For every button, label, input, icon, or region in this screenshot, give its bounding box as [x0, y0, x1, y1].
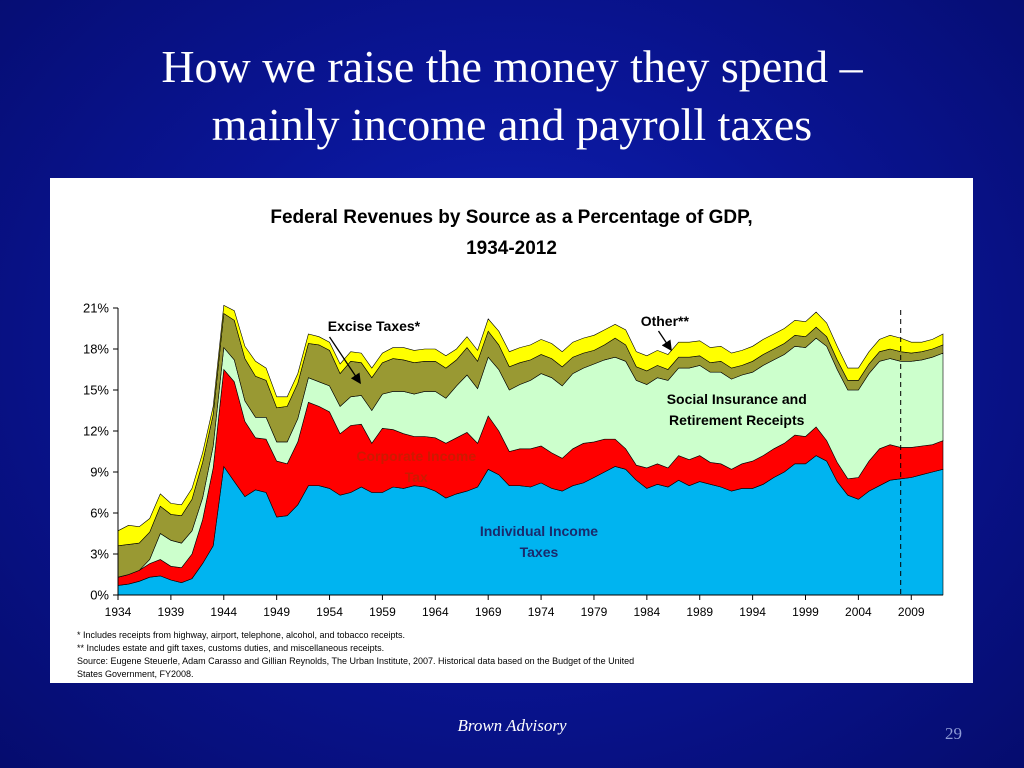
y-tick-label: 3% [90, 547, 109, 562]
label-excise-taxes: Excise Taxes* [328, 318, 421, 334]
footnote-source: Source: Eugene Steuerle, Adam Carasso an… [77, 656, 635, 666]
x-tick-label: 1974 [528, 605, 555, 619]
label-excise-taxes-line: Excise Taxes* [328, 318, 421, 334]
label-individual-income-taxes: Individual Income Taxes [480, 523, 598, 560]
slide-title-line-2: mainly income and payroll taxes [211, 99, 813, 150]
label-social-insurance-line: Social Insurance and [667, 391, 807, 407]
x-tick-label: 1979 [581, 605, 608, 619]
label-corporate-income-tax-line: Tax [405, 469, 428, 485]
x-tick-label: 1939 [158, 605, 185, 619]
y-tick-label: 15% [83, 383, 109, 398]
label-corporate-income-tax-line: Corporate Income [356, 448, 476, 464]
footnote-other: ** Includes estate and gift taxes, custo… [77, 643, 385, 653]
slide-title: How we raise the money they spend – main… [40, 38, 984, 154]
y-tick-label: 9% [90, 465, 109, 480]
label-individual-income-taxes-line: Individual Income [480, 523, 598, 539]
area-other [117, 304, 944, 547]
label-individual-income-taxes-line: Taxes [520, 544, 559, 560]
y-tick-label: 6% [90, 506, 109, 521]
page-number: 29 [945, 724, 962, 743]
x-tick-label: 1994 [739, 605, 766, 619]
chart-footnotes: * Includes receipts from highway, airpor… [77, 629, 777, 681]
x-tick-label: 2004 [845, 605, 872, 619]
x-tick-label: 1954 [316, 605, 343, 619]
chart: 0% 3% 6% 9% 12% 15% 18% 21% 1934 1939 1944 1949 1954… [83, 301, 944, 619]
y-tick-label: 18% [83, 342, 109, 357]
chart-title: Federal Revenues by Source as a Percenta… [50, 202, 973, 264]
x-tick-label: 1959 [369, 605, 396, 619]
x-tick-label: 1984 [633, 605, 660, 619]
x-tick-label: 1949 [263, 605, 290, 619]
y-tick-label: 21% [83, 301, 109, 316]
footer-brand: Brown Advisory [457, 716, 567, 735]
label-social-insurance: Social Insurance and Retirement Receipts [667, 391, 807, 428]
y-tick-label: 0% [90, 588, 109, 603]
chart-title-line-1: Federal Revenues by Source as a Percenta… [270, 207, 753, 228]
x-tick-label: 1944 [210, 605, 237, 619]
y-tick-label: 12% [83, 424, 109, 439]
footnote-excise: * Includes receipts from highway, airpor… [77, 630, 406, 640]
label-other-line: Other** [641, 313, 690, 329]
chart-title-line-2: 1934-2012 [466, 238, 557, 259]
x-tick-label: 1999 [792, 605, 819, 619]
other-pointer-arrow [657, 330, 672, 352]
label-other: Other** [641, 313, 690, 329]
x-tick-label: 1969 [475, 605, 502, 619]
label-social-insurance-line: Retirement Receipts [669, 412, 805, 428]
x-tick-label: 1989 [686, 605, 713, 619]
excise-pointer-arrow [328, 336, 361, 385]
x-tick-label: 1964 [422, 605, 449, 619]
x-tick-label: 2009 [898, 605, 925, 619]
slide-title-line-1: How we raise the money they spend – [161, 41, 863, 92]
label-corporate-income-tax: Corporate Income Tax [356, 448, 476, 485]
footnote-source-cont: States Government, FY2008. [77, 669, 194, 679]
chart-panel: 0% 3% 6% 9% 12% 15% 18% 21% 1934 1939 1944 1949 1954… [50, 178, 973, 683]
x-tick-label: 1934 [105, 605, 132, 619]
